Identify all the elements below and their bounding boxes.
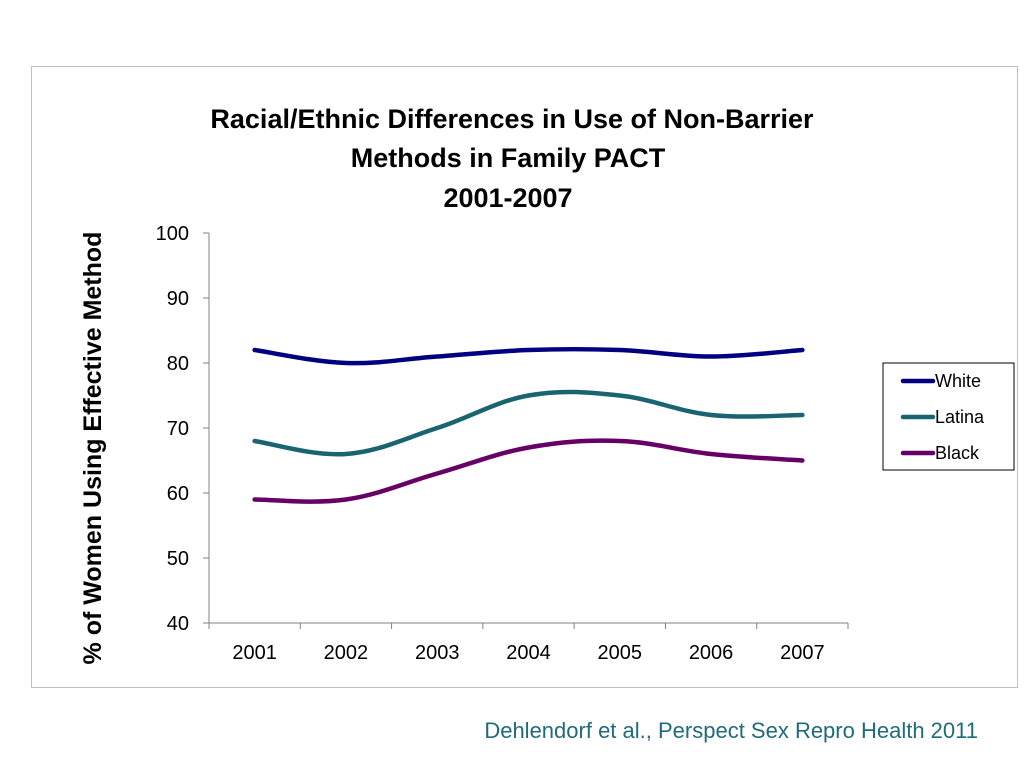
citation: Dehlendorf et al., Perspect Sex Repro He… [484,718,978,743]
y-tick-label: 60 [167,483,189,505]
y-axis-label: % of Women Using Effective Method [79,232,107,665]
x-tick-label: 2004 [506,642,551,664]
y-tick-label: 70 [167,418,189,440]
series-line-white [252,346,805,366]
chart-title: Racial/Ethnic Differences in Use of Non-… [210,104,814,213]
legend-label-latina: Latina [935,407,985,427]
chart-frame [31,66,1018,688]
chart-title-line-3: 2001-2007 [443,183,572,213]
chart-title-line-1: Racial/Ethnic Differences in Use of Non-… [210,104,814,134]
series-line-latina [252,389,805,457]
series-line-black [252,438,805,504]
legend-label-white: White [935,371,981,391]
y-tick-label: 50 [167,548,189,570]
legend-label-black: Black [935,443,980,463]
x-axis-ticks: 2001 2002 2003 2004 2005 2006 2007 [208,623,849,664]
y-tick-label: 80 [167,353,189,375]
y-tick-label: 90 [167,288,189,310]
y-axis-ticks: 40 50 60 70 80 90 100 [156,223,209,635]
x-tick-label: 2003 [415,642,460,664]
x-tick-label: 2007 [780,642,825,664]
x-tick-label: 2005 [598,642,643,664]
y-tick-label: 40 [167,613,189,635]
chart-title-line-2: Methods in Family PACT [351,143,666,173]
axes [208,233,848,624]
x-tick-label: 2002 [324,642,369,664]
legend: White Latina Black [882,362,1015,471]
series-lines [252,346,805,504]
x-tick-label: 2001 [232,642,277,664]
y-tick-label: 100 [156,223,189,245]
x-tick-label: 2006 [689,642,734,664]
